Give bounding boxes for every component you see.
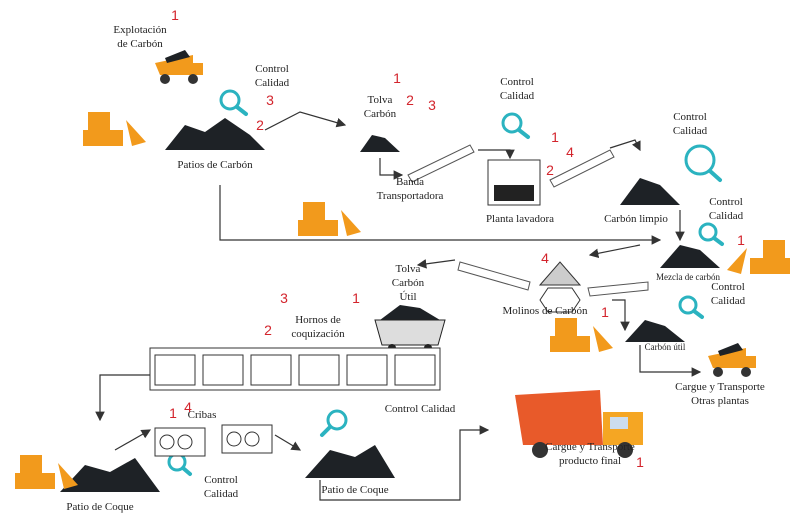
step-number: 4 <box>541 250 549 266</box>
label: Control <box>709 196 743 208</box>
step-number: 1 <box>601 304 609 320</box>
label: Control <box>500 76 534 88</box>
screens <box>154 424 273 457</box>
label: Calidad <box>709 210 744 222</box>
label: Molinos de Carbón <box>503 305 588 317</box>
label: Patio de Coque <box>66 501 133 513</box>
label: Tolva <box>396 263 421 275</box>
step-number: 1 <box>171 7 179 23</box>
label: de Carbón <box>117 38 163 50</box>
label: Calidad <box>255 77 290 89</box>
step-number: 2 <box>406 92 414 108</box>
label: Control <box>711 281 745 293</box>
label: Calidad <box>500 90 535 102</box>
coke-ovens <box>149 347 441 391</box>
step-number: 3 <box>280 290 288 306</box>
step-number: 1 <box>352 290 360 306</box>
label: Calidad <box>673 125 708 137</box>
label: Hornos de <box>295 314 341 326</box>
step-number: 2 <box>264 322 272 338</box>
step-number: 4 <box>566 144 574 160</box>
label: Patios de Carbón <box>177 159 253 171</box>
label: Control <box>255 63 289 75</box>
label: Carbón <box>364 108 397 120</box>
label: Útil <box>399 291 416 303</box>
label: Patio de Coque <box>321 484 388 496</box>
trucks <box>155 50 756 458</box>
arrows <box>95 111 702 501</box>
label: Carbón <box>392 277 425 289</box>
label: Tolva <box>368 94 393 106</box>
magnifiers <box>167 89 724 476</box>
step-number: 2 <box>546 162 554 178</box>
step-number: 3 <box>266 92 274 108</box>
label: Carbón limpio <box>604 213 668 225</box>
step-number: 1 <box>551 129 559 145</box>
label: Otras plantas <box>691 395 749 407</box>
label: Mezcla de carbón <box>656 272 720 282</box>
conveyor <box>407 144 649 297</box>
step-number: 2 <box>256 117 264 133</box>
labels: Explotación de Carbón Control Calidad Patios… <box>66 7 765 513</box>
step-number: 4 <box>184 399 192 415</box>
label: Carbón útil <box>645 342 686 352</box>
label: Cargue y Transporte <box>545 441 635 453</box>
label: Calidad <box>711 295 746 307</box>
washing-plant <box>487 159 541 206</box>
label: Banda <box>396 176 424 188</box>
step-number: 1 <box>737 232 745 248</box>
step-number: 1 <box>393 70 401 86</box>
bulldozers <box>15 112 790 489</box>
label: Planta lavadora <box>486 213 554 225</box>
label: Cribas <box>188 409 217 421</box>
label: Transportadora <box>377 190 444 202</box>
step-number: 1 <box>169 405 177 421</box>
step-number: 1 <box>636 454 644 470</box>
label: producto final <box>559 455 621 467</box>
step-number: 3 <box>428 97 436 113</box>
coal-piles <box>60 118 720 492</box>
label: Calidad <box>204 488 239 500</box>
label: Control <box>204 474 238 486</box>
mine-cart <box>374 319 446 352</box>
label: coquización <box>291 328 345 340</box>
label: Explotación <box>113 24 167 36</box>
label: Control <box>673 111 707 123</box>
label: Cargue y Transporte <box>675 381 765 393</box>
label: Control Calidad <box>385 403 456 415</box>
mill <box>538 261 582 313</box>
